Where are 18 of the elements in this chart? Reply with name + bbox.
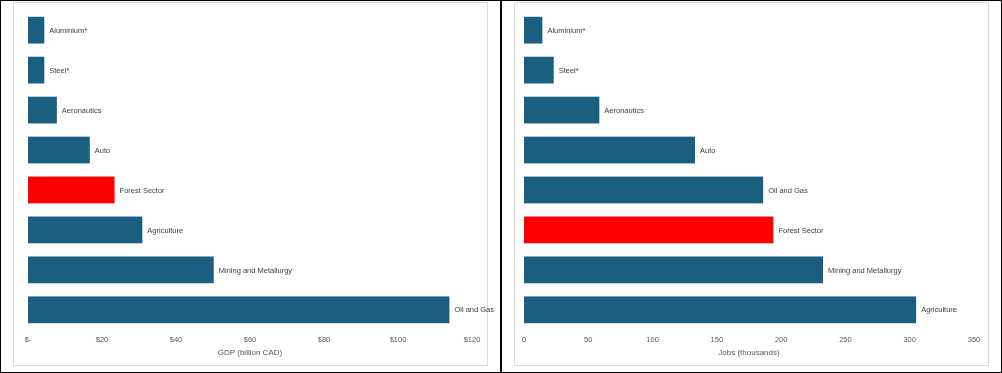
bar [524,216,774,244]
bar [524,136,695,164]
bar [524,256,824,284]
bar [28,296,450,324]
bar [28,176,115,204]
x-axis-title: GDP (billion CAD) [217,348,283,357]
bar [524,16,543,44]
bar [28,216,143,244]
bar [524,296,917,324]
bar [524,56,554,84]
x-axis-title: Jobs (thousands) [718,348,781,357]
bar [524,176,764,204]
bar [524,96,600,124]
bar [28,56,45,84]
bar [28,16,45,44]
bar [28,256,214,284]
bar [28,136,90,164]
bar [28,96,57,124]
